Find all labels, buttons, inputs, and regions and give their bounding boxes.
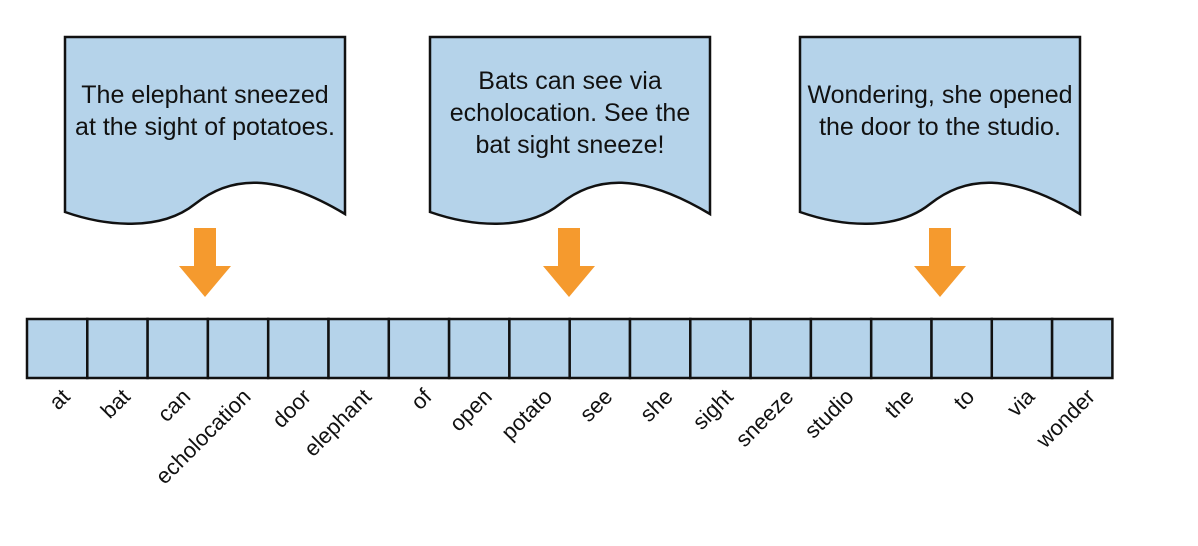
document-text-line: echolocation. See the bbox=[450, 99, 690, 127]
document-1: The elephant sneezed at the sight of pota… bbox=[63, 35, 347, 225]
vocabulary-word-label: wonder bbox=[1030, 384, 1099, 453]
vector-cell bbox=[628, 317, 692, 380]
document-shape bbox=[798, 35, 1082, 225]
document-shape bbox=[428, 35, 712, 225]
vocabulary-word-label: the bbox=[880, 384, 919, 423]
document-text-line: bat sight sneeze! bbox=[475, 131, 664, 159]
vocabulary-word-label: door bbox=[267, 384, 316, 433]
down-arrow-icon bbox=[179, 228, 231, 297]
vector-cell bbox=[869, 317, 933, 380]
document-text-line: at the sight of potatoes. bbox=[75, 113, 335, 141]
vocabulary-word-label: can bbox=[153, 384, 196, 427]
document-text-line: The elephant sneezed bbox=[81, 81, 328, 109]
down-arrow-icon bbox=[543, 228, 595, 297]
vocabulary-word-label: bat bbox=[96, 384, 135, 423]
document-text-line: the door to the studio. bbox=[819, 113, 1061, 141]
vocabulary-word-label: sight bbox=[687, 384, 738, 435]
vocabulary-word-label: at bbox=[44, 384, 75, 415]
document-3: Wondering, she opened the door to the stu… bbox=[798, 35, 1082, 225]
vocabulary-word-label: she bbox=[635, 384, 678, 427]
down-arrow-icon bbox=[914, 228, 966, 297]
vector-cell bbox=[749, 317, 813, 380]
vector-cell bbox=[206, 317, 270, 380]
vector-cell bbox=[266, 317, 330, 380]
vector-cell bbox=[387, 317, 451, 380]
vocabulary-word-label: sneeze bbox=[730, 384, 798, 452]
vector-cell bbox=[1050, 317, 1114, 380]
vector-cell bbox=[689, 317, 752, 380]
vector-cell bbox=[508, 317, 571, 380]
document-shape bbox=[63, 35, 347, 225]
vector-cell bbox=[146, 317, 210, 380]
vocabulary-word-label: potato bbox=[496, 384, 557, 445]
document-2: Bats can see via echolocation. See the bat… bbox=[428, 35, 712, 225]
vector-cell bbox=[327, 317, 391, 380]
vector-cell bbox=[568, 317, 632, 380]
vocabulary-word-label: of bbox=[406, 383, 437, 414]
vocabulary-word-label: elephant bbox=[299, 384, 376, 461]
vocabulary-word-label: studio bbox=[799, 384, 858, 443]
vocabulary-word-label: to bbox=[949, 384, 980, 415]
document-text-line: Bats can see via bbox=[478, 67, 662, 95]
vector-cell bbox=[990, 317, 1054, 380]
vocabulary-word-label: open bbox=[444, 384, 496, 436]
vocabulary-word-label: see bbox=[575, 384, 618, 427]
vector-cell bbox=[25, 317, 89, 380]
document-text-line: Wondering, she opened bbox=[807, 81, 1072, 109]
vector-cell bbox=[86, 317, 149, 380]
vector-cell bbox=[930, 317, 994, 380]
vocabulary-word-label: via bbox=[1002, 383, 1040, 421]
vector-cell bbox=[809, 317, 873, 380]
vector-cell bbox=[447, 317, 511, 380]
